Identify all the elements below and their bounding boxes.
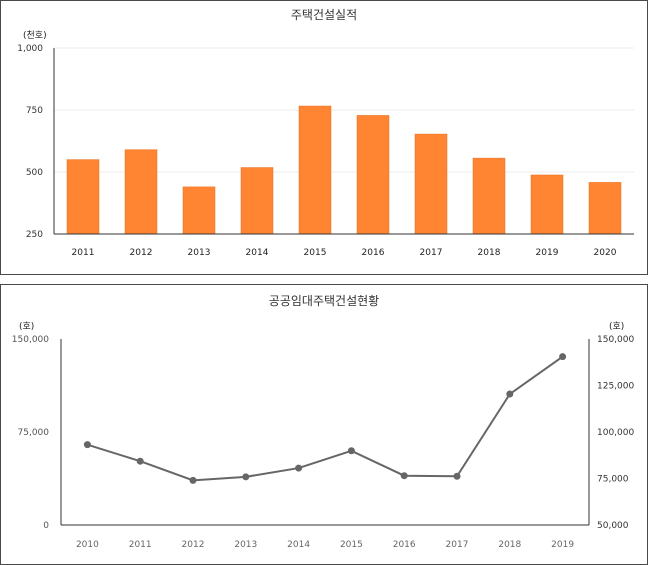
x-tick-label: 2018 [498, 540, 521, 550]
left-y-tick-label: 150,000 [12, 335, 49, 345]
x-tick-label: 2019 [551, 540, 574, 550]
x-tick-label: 2012 [182, 540, 205, 550]
right-y-tick-label: 100,000 [597, 428, 634, 438]
chart-title: 주택건설실적 [291, 8, 357, 22]
x-tick-label: 2011 [129, 540, 152, 550]
x-tick-label: 2011 [72, 248, 95, 258]
bar-2013 [182, 186, 216, 235]
right-axis-unit-label: (호) [609, 321, 624, 332]
y-tick-label: 500 [26, 168, 43, 178]
left-y-tick-label: 0 [43, 521, 49, 531]
data-point-2017 [453, 472, 461, 480]
data-point-2012 [189, 476, 197, 484]
x-tick-label: 2017 [420, 248, 443, 258]
data-point-2013 [242, 473, 250, 481]
right-y-tick-label: 150,000 [597, 335, 634, 345]
left-axis-unit-label: (호) [19, 321, 34, 332]
x-tick-label: 2019 [536, 248, 559, 258]
x-tick-label: 2013 [188, 248, 211, 258]
data-point-2018 [506, 390, 514, 398]
data-point-2014 [295, 464, 303, 472]
x-tick-label: 2014 [287, 540, 310, 550]
bar-2015 [298, 105, 332, 235]
x-tick-label: 2015 [340, 540, 363, 550]
housing-construction-chart-panel: 주택건설실적 (천호) 250 500 750 1,000 2011 2012 2013 2… [0, 0, 648, 275]
bar-2014 [240, 167, 274, 235]
y-tick-label: 1,000 [17, 44, 43, 54]
data-point-2015 [347, 447, 355, 455]
bar-2016 [356, 115, 390, 235]
x-tick-label: 2013 [234, 540, 257, 550]
series-line [87, 355, 564, 482]
x-tick-label: 2010 [76, 540, 99, 550]
y-tick-label: 750 [26, 106, 43, 116]
bar-2011 [66, 159, 100, 235]
x-tick-label: 2012 [130, 248, 153, 258]
housing-construction-bar-chart: 주택건설실적 (천호) 250 500 750 1,000 2011 2012 2013 2… [17, 8, 634, 258]
x-tick-label: 2020 [594, 248, 617, 258]
bar-2017 [414, 133, 448, 235]
right-y-tick-label: 50,000 [597, 521, 629, 531]
y-axis-unit-label: (천호) [23, 30, 47, 41]
x-tick-label: 2018 [478, 248, 501, 258]
bar-2012 [124, 149, 158, 235]
public-rental-chart-panel: 공공임대주택건설현황 (호) (호) 0 75,000 150,000 50,000… [0, 284, 648, 565]
x-tick-label: 2017 [446, 540, 469, 550]
x-tick-label: 2016 [362, 248, 385, 258]
right-y-tick-label: 75,000 [597, 475, 629, 485]
x-tick-label: 2014 [246, 248, 269, 258]
public-rental-line-chart: 공공임대주택건설현황 (호) (호) 0 75,000 150,000 50,000… [12, 294, 635, 550]
x-tick-label: 2016 [393, 540, 416, 550]
data-point-2011 [136, 457, 144, 465]
bar-2020 [588, 182, 622, 235]
right-y-tick-label: 125,000 [597, 382, 634, 392]
chart-title: 공공임대주택건설현황 [269, 294, 379, 308]
left-y-tick-label: 75,000 [18, 428, 50, 438]
data-point-2016 [400, 472, 408, 480]
x-tick-label: 2015 [304, 248, 327, 258]
bar-2019 [530, 174, 564, 235]
bar-2018 [472, 157, 506, 235]
y-tick-label: 250 [26, 230, 43, 240]
data-point-2019 [559, 353, 567, 361]
data-point-2010 [83, 441, 91, 449]
